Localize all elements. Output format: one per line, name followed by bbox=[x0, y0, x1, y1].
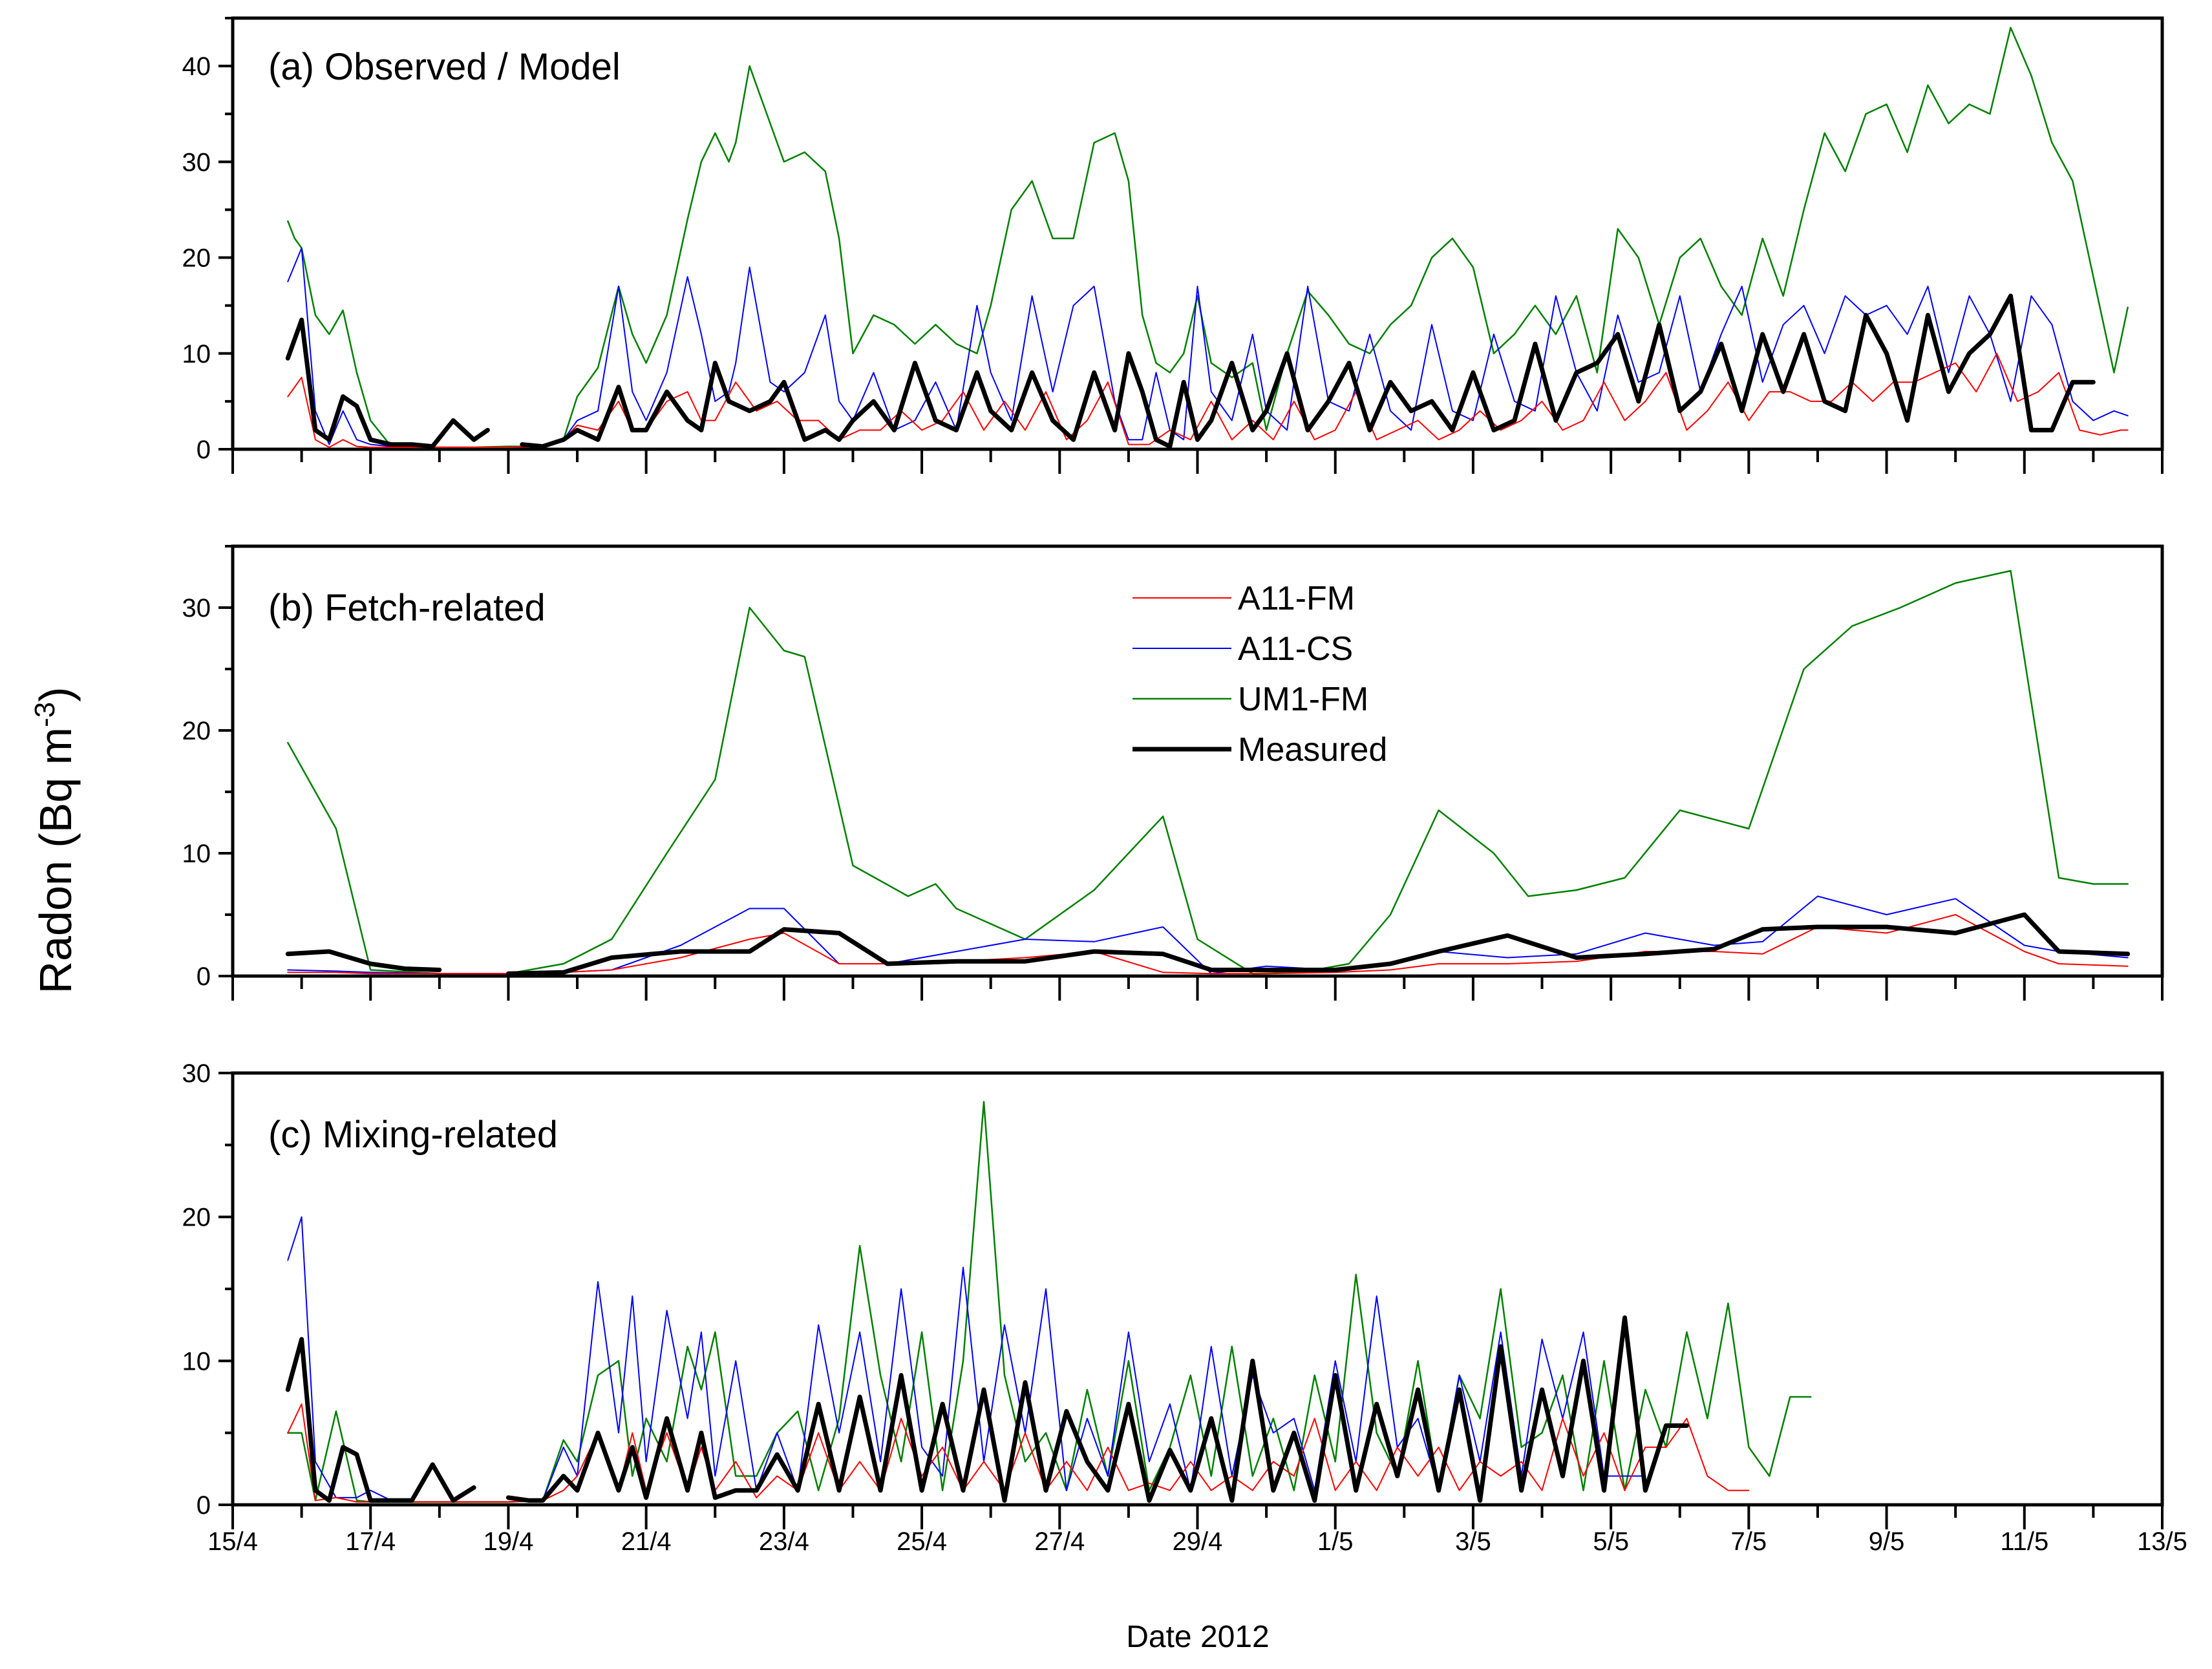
x-tick-label: 19/4 bbox=[483, 1527, 533, 1556]
x-tick-label: 15/4 bbox=[207, 1527, 258, 1556]
series-line-a11-fm bbox=[287, 914, 2129, 975]
y-tick-label: 40 bbox=[182, 52, 211, 81]
legend-label: Measured bbox=[1238, 731, 1387, 769]
legend-label: UM1-FM bbox=[1238, 681, 1368, 718]
x-tick-label: 7/5 bbox=[1731, 1527, 1767, 1556]
series-line-um1-fm bbox=[287, 569, 2129, 975]
y-tick-label: 0 bbox=[197, 962, 211, 991]
x-tick-label: 23/4 bbox=[759, 1527, 809, 1556]
y-axis-title-sup: -3 bbox=[29, 702, 61, 727]
x-tick-label: 17/4 bbox=[345, 1527, 396, 1556]
panel-title: (c) Mixing-related bbox=[268, 1114, 558, 1156]
x-tick-label: 29/4 bbox=[1173, 1527, 1223, 1556]
x-tick-label: 3/5 bbox=[1455, 1527, 1491, 1556]
series-line-a11-cs bbox=[287, 1216, 1646, 1503]
y-axis-title-close: ) bbox=[30, 687, 81, 702]
series-line-um1-fm bbox=[287, 27, 2129, 449]
series-line-measured bbox=[285, 293, 2096, 449]
panel-0: 0 10 20 30 40 (a) Observed / Model bbox=[182, 16, 2164, 474]
series-line-measured bbox=[285, 912, 2131, 976]
y-tick-label: 30 bbox=[182, 594, 211, 622]
y-tick-label: 0 bbox=[197, 436, 211, 464]
x-axis-title: Date 2012 bbox=[1126, 1620, 1270, 1654]
y-axis-title: Radon (Bq m-3) bbox=[29, 687, 81, 994]
x-tick-label: 11/5 bbox=[2000, 1527, 2048, 1556]
x-tick-label: 25/4 bbox=[897, 1527, 947, 1556]
x-tick-label: 27/4 bbox=[1034, 1527, 1085, 1556]
series-line-a11-cs bbox=[287, 895, 2129, 975]
series-line-measured bbox=[285, 1315, 1689, 1503]
y-tick-label: 10 bbox=[182, 840, 211, 868]
legend-label: A11-CS bbox=[1238, 630, 1353, 668]
y-tick-label: 10 bbox=[182, 1347, 211, 1376]
y-tick-label: 20 bbox=[182, 717, 211, 745]
y-tick-label: 30 bbox=[182, 1059, 211, 1088]
panel-title: (a) Observed / Model bbox=[268, 46, 621, 88]
y-tick-label: 20 bbox=[182, 244, 211, 273]
y-axis-title-main: Radon (Bq m bbox=[30, 727, 81, 994]
y-tick-label: 10 bbox=[182, 340, 211, 368]
y-tick-label: 0 bbox=[197, 1491, 211, 1520]
x-tick-label: 1/5 bbox=[1317, 1527, 1354, 1556]
series-line-um1-fm bbox=[287, 1101, 1812, 1503]
legend-label: A11-FM bbox=[1238, 580, 1355, 617]
x-tick-label: 21/4 bbox=[621, 1527, 672, 1556]
series-line-a11-fm bbox=[287, 1403, 1750, 1503]
panel-title: (b) Fetch-related bbox=[268, 587, 546, 629]
legend: A11-FM A11-CS UM1-FM Measured bbox=[1133, 580, 1387, 769]
panels-layer: 0 10 20 30 40 (a) Observed / Model 0 10 20 30 (b) … bbox=[182, 16, 2187, 1556]
x-tick-labels: 15/4 17/4 19/4 21/4 23/4 25/4 27/4 29/4 1/5 3/5 5/… bbox=[207, 1527, 2187, 1556]
panel-2: 0 10 20 30 (c) Mixing-related bbox=[182, 1059, 2164, 1529]
y-tick-label: 30 bbox=[182, 148, 211, 176]
x-tick-label: 9/5 bbox=[1869, 1527, 1905, 1556]
panel-1: 0 10 20 30 (b) Fetch-related bbox=[182, 544, 2164, 1001]
y-tick-label: 20 bbox=[182, 1204, 211, 1232]
x-tick-label: 13/5 bbox=[2137, 1527, 2187, 1556]
x-tick-label: 5/5 bbox=[1593, 1527, 1629, 1556]
